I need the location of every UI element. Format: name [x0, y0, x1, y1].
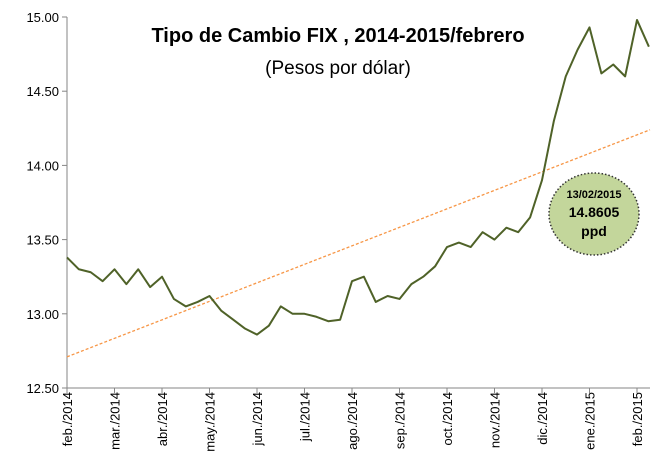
x-tick-label: abr./2014 [155, 392, 170, 446]
annotation-date: 13/02/2015 [566, 189, 621, 201]
x-tick-label: feb./2015 [630, 392, 645, 446]
x-tick-label: may./2014 [203, 392, 218, 452]
y-tick-label: 13.50 [26, 233, 59, 248]
y-tick-label: 14.00 [26, 158, 59, 173]
x-tick-label: dic./2014 [535, 392, 550, 445]
annotation-bubble [548, 172, 640, 256]
x-tick-label: jun./2014 [250, 392, 265, 447]
chart-subtitle: (Pesos por dólar) [265, 58, 411, 79]
x-tick-label: sep./2014 [393, 392, 408, 449]
y-tick-label: 15.00 [26, 10, 59, 25]
trendline [66, 129, 651, 358]
x-tick-label: nov./2014 [488, 392, 503, 448]
annotation-unit: ppd [581, 223, 607, 239]
y-tick-label: 14.50 [26, 84, 59, 99]
y-tick-label: 12.50 [26, 381, 59, 396]
x-tick-label: ene./2015 [583, 392, 598, 450]
x-tick-label: oct./2014 [440, 392, 455, 446]
chart-title: Tipo de Cambio FIX , 2014-2015/febrero [151, 25, 524, 47]
series-line [66, 18, 650, 336]
y-tick-label: 13.00 [26, 307, 59, 322]
x-tick-label: feb./2014 [60, 392, 75, 446]
annotation-value: 14.8605 [569, 204, 620, 220]
x-tick-label: mar./2014 [108, 392, 123, 450]
x-tick-label: ago./2014 [345, 392, 360, 450]
x-tick-label: jul./2014 [298, 392, 313, 442]
